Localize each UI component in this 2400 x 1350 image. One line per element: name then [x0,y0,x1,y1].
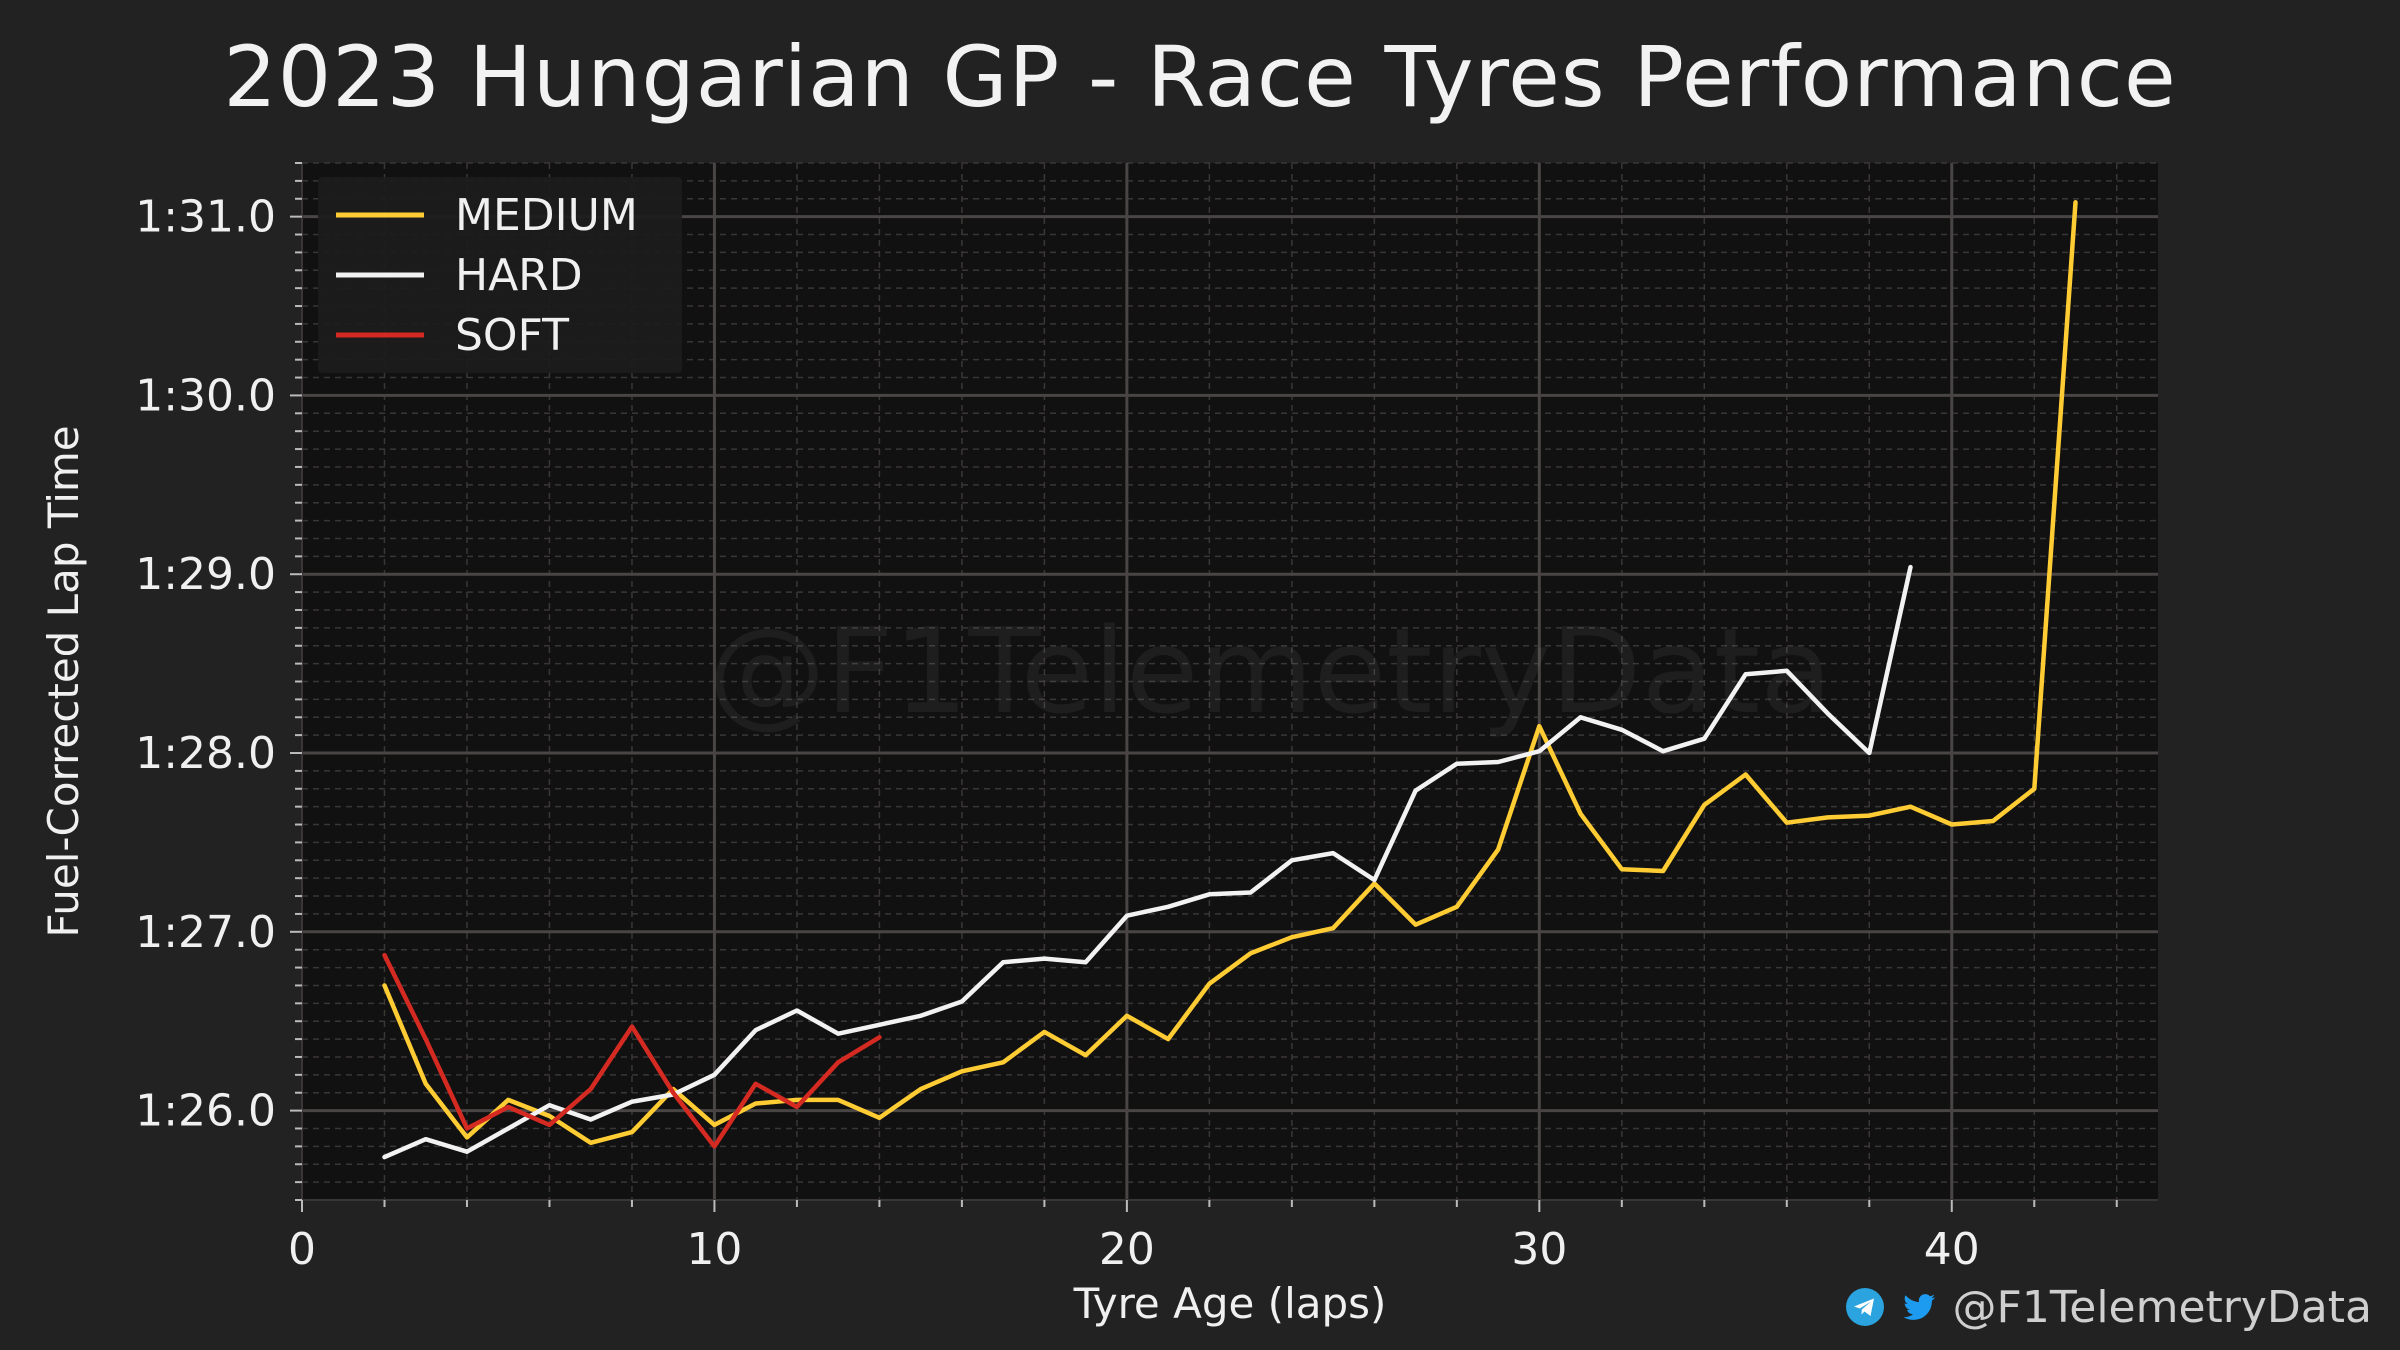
x-axis-label: Tyre Age (laps) [1073,1279,1387,1328]
legend-label-hard: HARD [455,250,583,301]
y-axis-label: Fuel-Corrected Lap Time [39,425,88,937]
series-line-soft [382,952,882,1149]
y-tick-label: 1:29.0 [135,549,276,600]
series-layer [382,200,2078,1160]
watermark: @F1TelemetryData [708,602,1833,740]
x-tick-label: 30 [1511,1224,1567,1275]
twitter-icon [1902,1294,1935,1320]
telegram-icon [1845,1288,1884,1326]
x-tick-label: 40 [1924,1224,1980,1275]
x-tick-label: 20 [1099,1224,1155,1275]
y-tick-label: 1:27.0 [135,907,276,958]
y-tick-label: 1:28.0 [135,728,276,779]
x-tick-label: 10 [686,1224,742,1275]
y-tick-label: 1:30.0 [135,370,276,421]
legend-box [318,177,682,373]
legend: MEDIUM HARD SOFT [318,177,682,373]
series-line-hard [382,564,1913,1160]
legend-label-medium: MEDIUM [455,190,638,241]
credit: @F1TelemetryData [1845,1272,2372,1342]
axes-layer: 0 10 20 30 40 1:26.0 1:27.0 1:28.0 1:29.0 1:30.0 1… [135,162,2158,1275]
y-tick-label: 1:31.0 [135,192,276,243]
x-tick-label: 0 [288,1224,316,1275]
legend-label-soft: SOFT [455,310,569,361]
y-tick-label: 1:26.0 [135,1086,276,1137]
chart-title: 2023 Hungarian GP - Race Tyres Performan… [223,28,2177,126]
credit-handle: @F1TelemetryData [1952,1281,2372,1333]
